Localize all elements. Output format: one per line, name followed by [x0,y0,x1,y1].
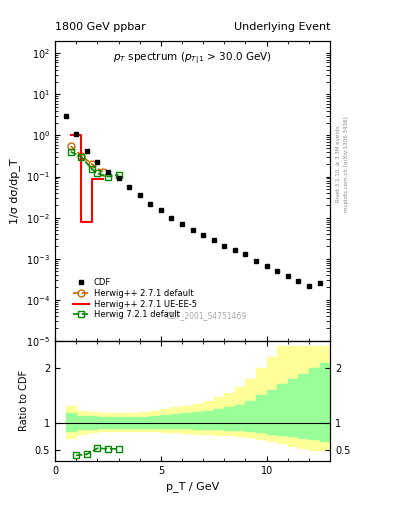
Herwig 7.2.1 default [79,154,84,160]
Herwig 7.2.1 default [106,174,110,180]
Text: Rivet 3.1.10, ≥ 3.3M events: Rivet 3.1.10, ≥ 3.3M events [336,125,341,202]
CDF [233,247,237,253]
CDF [95,159,100,165]
CDF [211,237,216,243]
CDF [127,184,131,190]
CDF [180,221,184,227]
CDF [169,215,174,221]
CDF [285,273,290,279]
Herwig 7.2.1 default [68,149,73,155]
X-axis label: p_T / GeV: p_T / GeV [166,481,219,492]
CDF [190,227,195,233]
Legend: CDF, Herwig++ 2.7.1 default, Herwig++ 2.7.1 UE-EE-5, Herwig 7.2.1 default: CDF, Herwig++ 2.7.1 default, Herwig++ 2.… [70,275,199,322]
Herwig++ 2.7.1 UE-EE-5 [90,219,94,225]
Herwig++ 2.7.1 UE-EE-5 [79,219,84,225]
CDF [84,148,89,154]
Text: Underlying Event: Underlying Event [233,22,330,32]
CDF [307,283,311,289]
Line: Herwig 7.2.1 default: Herwig 7.2.1 default [68,148,122,180]
Herwig++ 2.7.1 UE-EE-5 [79,133,84,139]
CDF [158,207,163,214]
CDF [63,113,68,119]
Herwig 7.2.1 default [116,172,121,178]
CDF [296,279,301,285]
Herwig++ 2.7.1 default [68,143,73,149]
CDF [222,243,227,249]
Text: mcplots.cern.ch [arXiv:1306.3436]: mcplots.cern.ch [arXiv:1306.3436] [344,116,349,211]
CDF [148,201,152,207]
CDF [254,258,259,264]
Herwig++ 2.7.1 UE-EE-5 [100,176,105,182]
CDF [201,232,206,238]
Y-axis label: Ratio to CDF: Ratio to CDF [19,370,29,432]
CDF [275,268,279,274]
Herwig++ 2.7.1 default [90,161,94,167]
Herwig++ 2.7.1 UE-EE-5 [68,133,73,139]
Line: CDF: CDF [63,114,322,288]
Herwig++ 2.7.1 default [79,153,84,159]
CDF [264,263,269,269]
CDF [243,251,248,257]
Y-axis label: 1/σ dσ/dp_T: 1/σ dσ/dp_T [9,158,20,224]
Herwig++ 2.7.1 UE-EE-5 [90,176,94,182]
Text: $p_T$ spectrum ($p_{T|\,1}$ > 30.0 GeV): $p_T$ spectrum ($p_{T|\,1}$ > 30.0 GeV) [113,50,272,66]
Herwig++ 2.7.1 default [100,169,105,175]
Herwig 7.2.1 default [95,170,100,176]
CDF [116,175,121,181]
Text: CDF_2001_S4751469: CDF_2001_S4751469 [166,311,247,320]
CDF [74,131,79,137]
Line: Herwig++ 2.7.1 default: Herwig++ 2.7.1 default [68,143,106,175]
Herwig 7.2.1 default [90,166,94,173]
CDF [317,281,322,287]
Line: Herwig++ 2.7.1 UE-EE-5: Herwig++ 2.7.1 UE-EE-5 [71,136,103,222]
CDF [137,192,142,198]
Text: 1800 GeV ppbar: 1800 GeV ppbar [55,22,146,32]
CDF [106,169,110,175]
